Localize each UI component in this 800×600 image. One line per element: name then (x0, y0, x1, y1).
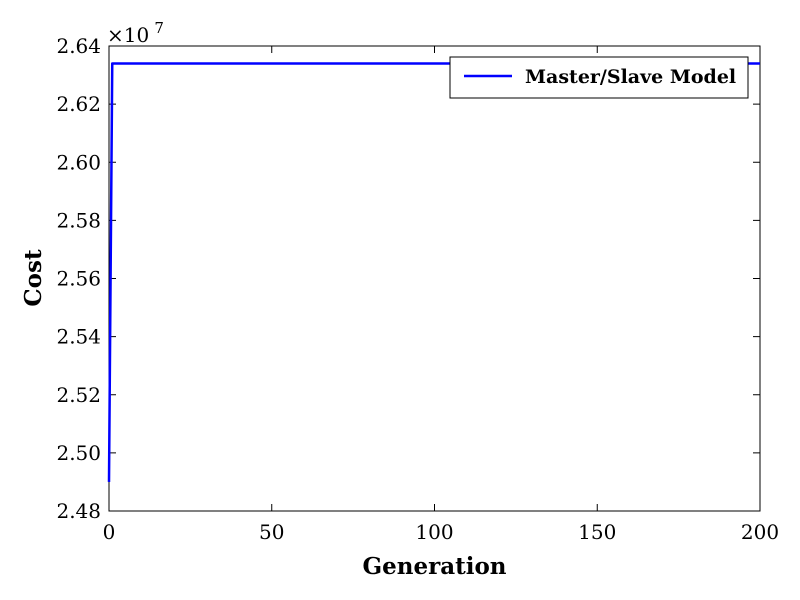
y-tick-label: 2.52 (56, 383, 101, 407)
y-tick-label: 2.48 (56, 499, 101, 523)
x-tick-label: 50 (259, 520, 284, 544)
y-tick-label: 2.60 (56, 150, 101, 174)
y-tick-label: 2.54 (56, 325, 101, 349)
x-tick-label: 100 (415, 520, 453, 544)
legend: Master/Slave Model (450, 57, 748, 98)
y-tick-label: 2.50 (56, 441, 101, 465)
x-axis-title: Generation (362, 553, 506, 580)
x-tick-label: 150 (578, 520, 616, 544)
x-tick-label: 200 (741, 520, 779, 544)
x-tick-label: 0 (103, 520, 116, 544)
y-tick-label: 2.58 (56, 208, 101, 232)
y-axis-title: Cost (20, 249, 47, 307)
plot-area (109, 46, 760, 511)
y-tick-label: 2.56 (56, 267, 101, 291)
y-tick-label: 2.64 (56, 34, 101, 58)
legend-label-master-slave: Master/Slave Model (525, 66, 736, 88)
y-tick-label: 2.62 (56, 92, 101, 116)
